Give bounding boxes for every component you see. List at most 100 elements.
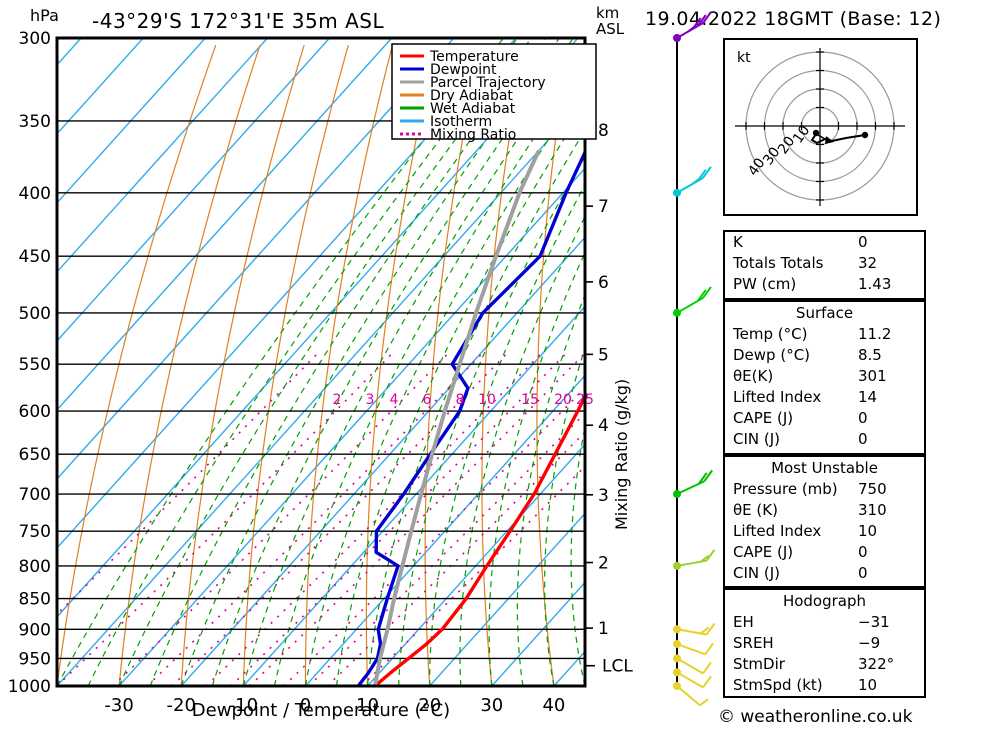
dry-adiabat-line xyxy=(642,45,678,686)
index-value: 0 xyxy=(858,233,868,251)
mixing-ratio-label: 20 xyxy=(554,392,572,408)
isotherm-line xyxy=(304,374,585,686)
temperature-tick-label: -30 xyxy=(104,695,133,716)
height-tick-label: 1 xyxy=(598,619,609,639)
mixing-ratio-label: 10 xyxy=(478,392,496,408)
mu-value: 310 xyxy=(858,501,887,519)
surface-label: Dewp (°C) xyxy=(733,346,811,364)
dry-adiabat-line xyxy=(242,44,349,686)
table-row: SREH −9 xyxy=(725,633,924,654)
table-row: θE(K) 301 xyxy=(725,366,924,387)
hodograph-panel[interactable]: 10 20 30 40 kt xyxy=(723,38,918,216)
mixing-ratio-label: 4 xyxy=(390,392,399,408)
isotherm-line xyxy=(118,167,585,686)
hodo-value: 322° xyxy=(858,655,895,673)
temperature-tick-labels: -30 -20 -10 0 10 20 30 40 xyxy=(104,695,565,716)
most-unstable-panel: Most Unstable Pressure (mb) 750 θE (K) 3… xyxy=(723,455,926,588)
index-label: Totals Totals xyxy=(733,254,824,272)
pressure-tick-label: 500 xyxy=(19,304,51,324)
mixing-ratio-label: 6 xyxy=(423,392,432,408)
dry-adiabat-line xyxy=(967,45,1000,686)
isotherm-line xyxy=(242,305,585,686)
isotherm-line xyxy=(57,38,579,619)
index-value: 1.43 xyxy=(858,275,892,293)
height-tick-label: 6 xyxy=(598,273,609,293)
pressure-tick-label: 600 xyxy=(19,402,51,422)
surface-label: θE(K) xyxy=(733,367,774,385)
mixing-ratio-line xyxy=(230,353,566,686)
hodograph-stats-panel: Hodograph EH −31 SREH −9 StmDir 322° Stm… xyxy=(723,588,926,698)
legend-label: Dewpoint xyxy=(430,62,497,78)
legend-label: Parcel Trajectory xyxy=(430,75,546,91)
hodo-value: −9 xyxy=(858,634,881,652)
hodograph-stats-title: Hodograph xyxy=(782,592,867,610)
table-row: Lifted Index 10 xyxy=(725,521,924,542)
height-tick-label: 3 xyxy=(598,486,609,506)
height-tick-label: 4 xyxy=(598,416,609,436)
background-grid-lines xyxy=(57,38,1000,686)
wind-barb xyxy=(673,549,716,570)
wind-barb xyxy=(673,668,712,689)
wet-adiabat-line xyxy=(366,128,585,686)
height-tick-label: 2 xyxy=(598,554,609,574)
height-tick-label: 5 xyxy=(598,345,609,365)
wind-barb xyxy=(673,622,716,636)
dry-adiabat-line xyxy=(481,45,526,686)
profile-line-parcel-trajectory xyxy=(373,150,541,686)
legend-label: Dry Adiabat xyxy=(430,88,513,104)
indices-panel: K 0 Totals Totals 32 PW (cm) 1.43 xyxy=(723,230,926,300)
temperature-tick-label: 30 xyxy=(480,695,503,716)
table-row: CIN (J) 0 xyxy=(725,563,924,584)
mixing-ratio-label: 25 xyxy=(576,392,594,408)
surface-label: Lifted Index xyxy=(733,388,822,406)
wet-adiabat-line xyxy=(335,104,585,686)
dry-adiabat-line xyxy=(118,44,261,686)
temperature-tick-label: 10 xyxy=(356,695,379,716)
profile-line-temperature xyxy=(373,392,585,686)
mu-label: Lifted Index xyxy=(733,522,822,540)
hodograph-arrow xyxy=(825,136,834,144)
height-axis-unit-asl: ASL xyxy=(596,20,625,38)
dry-adiabat-line xyxy=(923,45,1000,686)
pressure-tick-label: 650 xyxy=(19,445,51,465)
mixing-ratio-labels: 2 3 4 6 8 10 15 20 25 xyxy=(333,392,594,408)
dry-adiabat-line xyxy=(304,44,394,686)
temperature-tick-label: 0 xyxy=(300,695,311,716)
pressure-tick-label: 750 xyxy=(19,522,51,542)
pressure-tick-label: 850 xyxy=(19,590,51,610)
pressure-tick-label: 800 xyxy=(19,557,51,577)
mu-value: 0 xyxy=(858,564,868,582)
height-axis-unit: km xyxy=(596,4,620,22)
hodo-label: StmSpd (kt) xyxy=(733,676,823,694)
wet-adiabat-line xyxy=(398,155,585,686)
mu-label: Pressure (mb) xyxy=(733,480,838,498)
plot-frame xyxy=(55,36,587,688)
hodograph-axis-ticks xyxy=(745,51,895,201)
isotherm-line xyxy=(57,38,455,480)
wet-adiabat-line xyxy=(242,40,585,686)
index-label: PW (cm) xyxy=(733,275,797,293)
pressure-tick-label: 450 xyxy=(19,247,51,267)
height-tick-label: 7 xyxy=(598,197,609,217)
dry-adiabat-line xyxy=(365,44,438,686)
hodo-value: 10 xyxy=(858,676,878,694)
wind-barb xyxy=(673,286,712,317)
surface-panel: Surface Temp (°C) 11.2 Dewp (°C) 8.5 θE(… xyxy=(723,300,926,455)
table-row: StmSpd (kt) 10 xyxy=(725,675,924,696)
mixing-ratio-axis-title: Mixing Ratio (g/kg) xyxy=(612,378,631,530)
surface-value: 11.2 xyxy=(858,325,892,343)
table-row: Pressure (mb) 750 xyxy=(725,479,924,500)
dry-adiabat-line xyxy=(57,44,217,686)
hodo-value: −31 xyxy=(858,613,890,631)
table-row: StmDir 322° xyxy=(725,654,924,675)
mixing-ratio-line xyxy=(57,353,392,686)
wind-barb xyxy=(673,166,712,197)
header-datetime: 19.04.2022 18GMT (Base: 12) xyxy=(645,8,942,30)
isotherm-line xyxy=(57,98,585,686)
mixing-ratio-line xyxy=(308,412,585,686)
mu-label: θE (K) xyxy=(733,501,778,519)
pressure-tick-label: 950 xyxy=(19,649,51,669)
temperature-tick-label: -10 xyxy=(229,695,258,716)
